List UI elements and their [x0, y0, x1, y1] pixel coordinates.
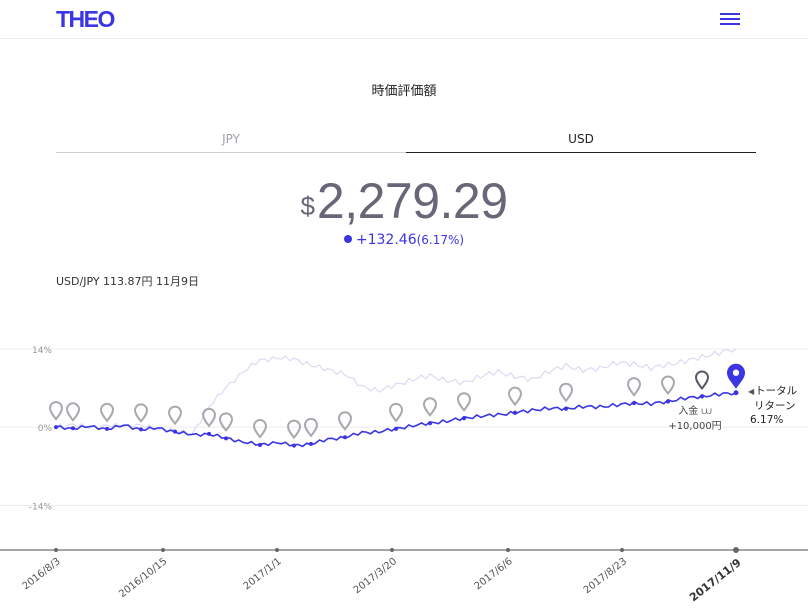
total-return-value: 6.17%	[750, 414, 784, 426]
deposit-pin-icon[interactable]	[694, 370, 710, 391]
x-tick-dot	[620, 548, 624, 552]
total-return-line1: トータル	[755, 385, 798, 397]
data-point-dot	[564, 406, 568, 411]
x-tick-label: 2017/8/23	[581, 556, 629, 597]
current-position-pin-icon[interactable]	[727, 363, 745, 389]
pointer-left-icon: ◀	[748, 387, 755, 396]
x-tick-dot	[161, 548, 165, 552]
x-tick-label: 2017/11/9	[687, 556, 745, 605]
performance-chart[interactable]: 14% 0% -14%	[0, 330, 808, 560]
map-pin-icon[interactable]	[337, 411, 353, 431]
map-pin-icon[interactable]	[48, 401, 64, 421]
data-point-dot	[54, 425, 58, 430]
change-value: +132.46	[355, 232, 417, 248]
deposit-label-text: 入金	[678, 406, 699, 417]
x-tick-dot	[54, 548, 58, 552]
change-percent: (6.17%)	[416, 233, 465, 247]
data-point-dot	[105, 426, 109, 431]
x-tick-label: 2016/10/15	[117, 556, 170, 601]
y-tick-label: 0%	[38, 424, 53, 434]
data-point-dot	[173, 429, 177, 434]
section-title: 時価評価額	[371, 84, 437, 99]
valuation-change: +132.46(6.17%)	[0, 232, 808, 248]
data-point-dot	[700, 394, 704, 399]
map-pin-icon[interactable]	[201, 407, 217, 428]
x-tick-dot	[506, 548, 510, 552]
currency-symbol: $	[300, 191, 315, 221]
total-return-line2: リターン	[754, 400, 796, 412]
map-pin-icon[interactable]	[456, 392, 472, 412]
currency-tabs: JPY USD	[56, 126, 756, 153]
fx-rate-note: USD/JPY 113.87円 11月9日	[56, 275, 200, 288]
y-tick-label: 14%	[32, 346, 52, 356]
map-pin-icon[interactable]	[422, 397, 438, 417]
map-pin-icon[interactable]	[167, 405, 183, 426]
total-return-label: ◀トータル リターン 6.17%	[748, 384, 797, 427]
x-tick-label: 2017/6/6	[472, 556, 515, 593]
tab-usd[interactable]: USD	[406, 126, 756, 153]
map-pin-icon[interactable]	[303, 417, 319, 438]
data-point-dot	[207, 431, 211, 436]
x-tick-label: 2017/1/1	[241, 556, 284, 593]
data-point-dot	[224, 436, 228, 441]
data-point-dot	[71, 426, 75, 431]
map-pin-icon[interactable]	[626, 377, 642, 397]
map-pin-icon[interactable]	[286, 419, 302, 440]
x-tick-dot	[390, 548, 394, 552]
data-point-dot	[513, 410, 517, 415]
deposit-icon: ⩊	[701, 406, 712, 417]
deposit-label: 入金 ⩊ +10,000円	[660, 404, 730, 434]
data-point-dot	[428, 421, 432, 426]
data-point-dot	[666, 399, 670, 404]
x-tick-dot	[275, 548, 279, 552]
data-point-dot	[258, 443, 262, 448]
x-tick-dot	[733, 547, 739, 553]
x-axis-labels: 2016/8/3 2016/10/15 2017/1/1 2017/3/20 2017/…	[0, 552, 808, 614]
theo-logo[interactable]: THEO	[56, 6, 115, 32]
y-tick-label: -14%	[29, 502, 53, 512]
map-pin-icon[interactable]	[388, 402, 404, 423]
map-pin-icon[interactable]	[507, 386, 523, 407]
tab-jpy[interactable]: JPY	[56, 126, 406, 153]
data-point-dot	[309, 441, 313, 446]
data-point-dot	[292, 443, 296, 448]
map-pin-icon[interactable]	[65, 402, 81, 422]
x-tick-label: 2016/8/3	[20, 556, 63, 593]
map-pin-icon[interactable]	[99, 402, 115, 423]
map-pin-icon[interactable]	[252, 419, 268, 439]
map-pin-icon[interactable]	[133, 403, 149, 424]
data-point-dot	[394, 426, 398, 431]
valuation-amount: $2,279.29	[0, 172, 808, 230]
deposit-amount: +10,000円	[668, 421, 722, 432]
x-tick-label: 2017/3/20	[351, 556, 399, 597]
map-pin-icon[interactable]	[558, 382, 574, 403]
map-pin-icon[interactable]	[660, 375, 676, 396]
current-point-dot	[733, 390, 739, 396]
amount-value: 2,279.29	[316, 173, 508, 229]
hamburger-menu-icon[interactable]	[718, 12, 742, 26]
app-header: THEO	[0, 0, 808, 39]
data-point-dot	[343, 435, 347, 440]
change-dot-icon	[343, 235, 352, 243]
map-pin-icon[interactable]	[218, 412, 234, 432]
data-point-dot	[632, 401, 636, 406]
data-point-dot	[139, 427, 143, 432]
data-point-dot	[462, 416, 466, 421]
